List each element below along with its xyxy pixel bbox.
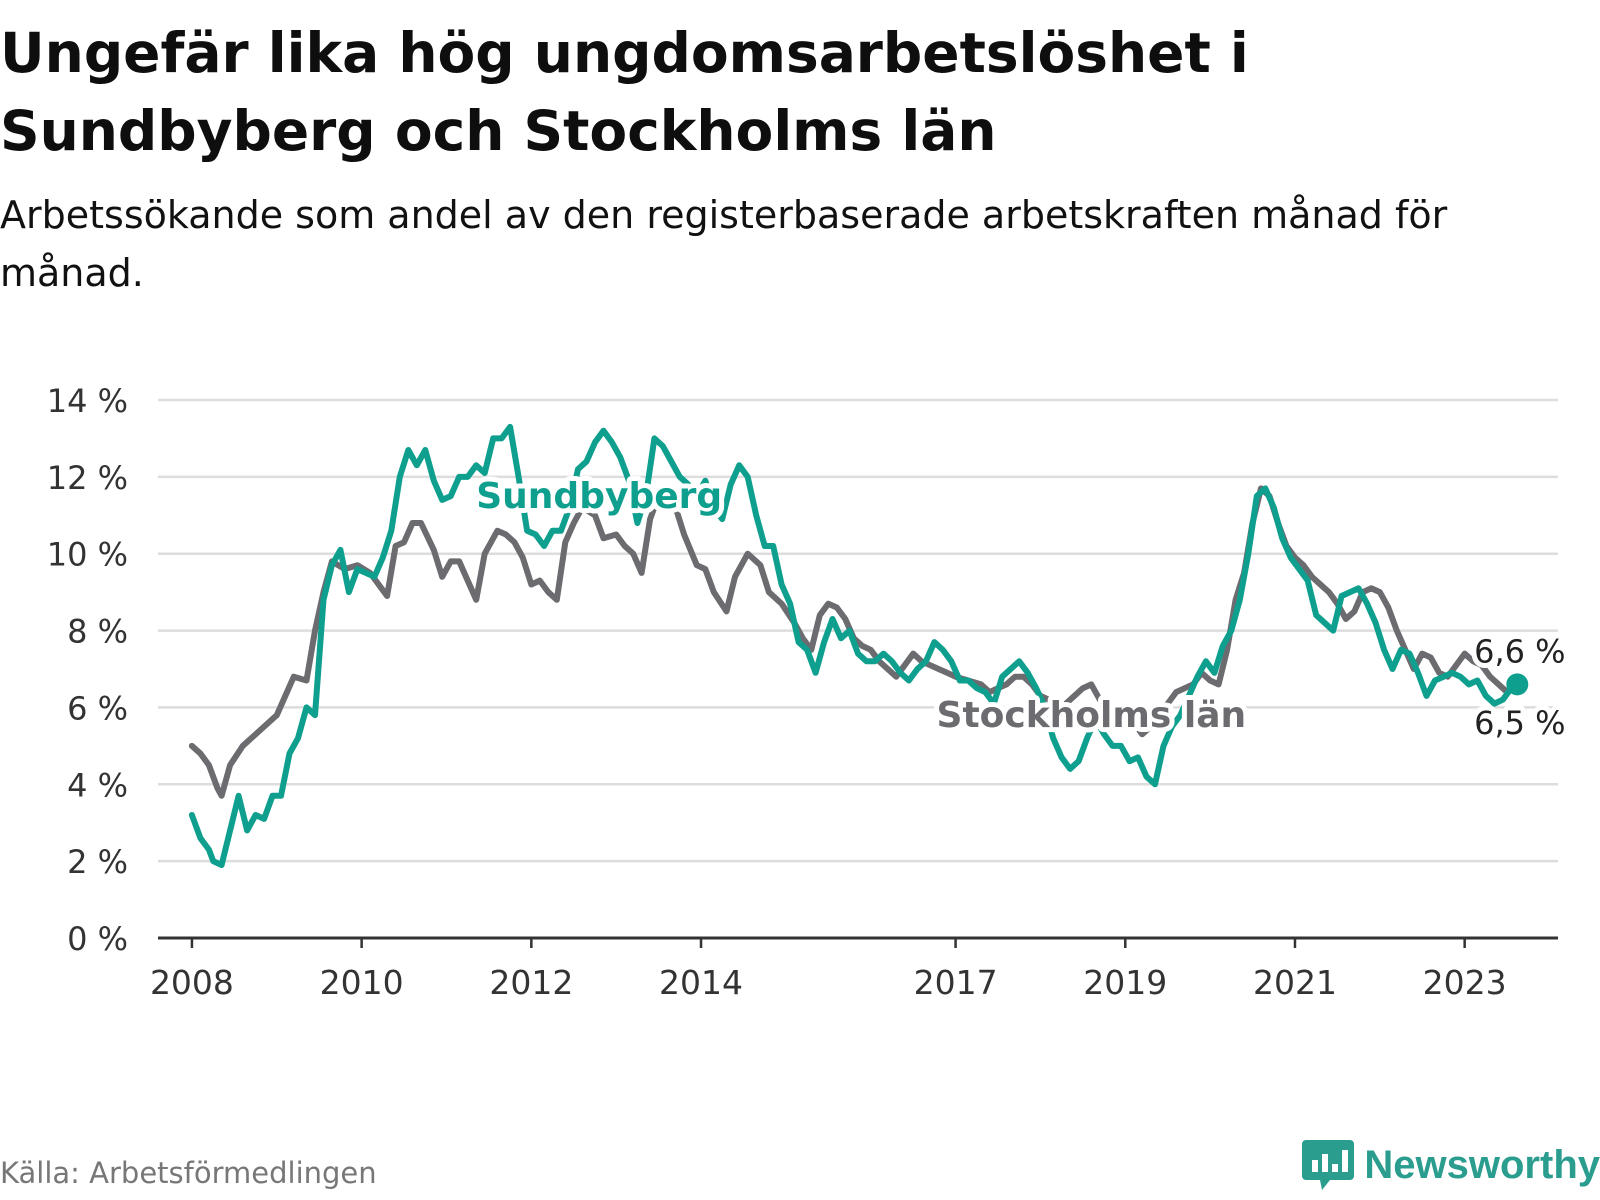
brand-name: Newsworthy [1364, 1142, 1600, 1187]
series-line-sundbyberg [188, 423, 1521, 868]
series-labels: Sundbyberg Stockholms län 6,6 % 6,5 % [471, 471, 1570, 747]
end-label-sundbyberg: 6,6 % [1474, 632, 1565, 670]
end-label-stockholms-lan: 6,5 % [1474, 704, 1565, 742]
series-label-stockholms-lan: Stockholms län [937, 695, 1247, 736]
grid-lines [158, 398, 1558, 863]
x-tick-label: 2023 [1423, 963, 1507, 1002]
y-tick-label: 6 % [67, 689, 128, 727]
series-label-sundbyberg: Sundbyberg [476, 476, 722, 517]
x-tick-label: 2021 [1253, 963, 1337, 1002]
y-tick-label: 14 % [47, 382, 128, 420]
y-tick-label: 2 % [67, 843, 128, 881]
x-tick-label: 2012 [489, 963, 573, 1002]
x-tick-label: 2014 [659, 963, 743, 1002]
y-tick-label: 10 % [47, 536, 128, 574]
y-axis-ticks: 0 % 2 % 4 % 6 % 8 % 10 % 12 % 14 % [47, 382, 128, 958]
source-note: Källa: Arbetsförmedlingen [0, 1156, 377, 1190]
chart-title: Ungefär lika hög ungdomsarbetslöshet i S… [0, 21, 1249, 163]
line-chart: 0 % 2 % 4 % 6 % 8 % 10 % 12 % 14 % 2008 2010 2012… [47, 382, 1571, 1002]
x-tick-label: 2017 [914, 963, 998, 1002]
x-tick-label: 2010 [320, 963, 404, 1002]
newsworthy-brand[interactable]: Newsworthy [1300, 1135, 1600, 1195]
y-tick-label: 12 % [47, 459, 128, 497]
newsworthy-logo-icon [1302, 1140, 1355, 1190]
y-tick-label: 0 % [67, 920, 128, 958]
x-tick-label: 2019 [1083, 963, 1167, 1002]
y-tick-label: 8 % [67, 613, 128, 651]
x-tick-label: 2008 [150, 963, 234, 1002]
chart-subtitle: Arbetssökande som andel av den registerb… [0, 193, 1448, 295]
x-axis: 2008 2010 2012 2014 2017 2019 2021 2023 [150, 936, 1558, 1002]
y-tick-label: 4 % [67, 766, 128, 804]
series-lines [188, 423, 1529, 868]
series-line-stockholms-lan [188, 485, 1519, 799]
end-point-sundbyberg [1506, 673, 1529, 696]
